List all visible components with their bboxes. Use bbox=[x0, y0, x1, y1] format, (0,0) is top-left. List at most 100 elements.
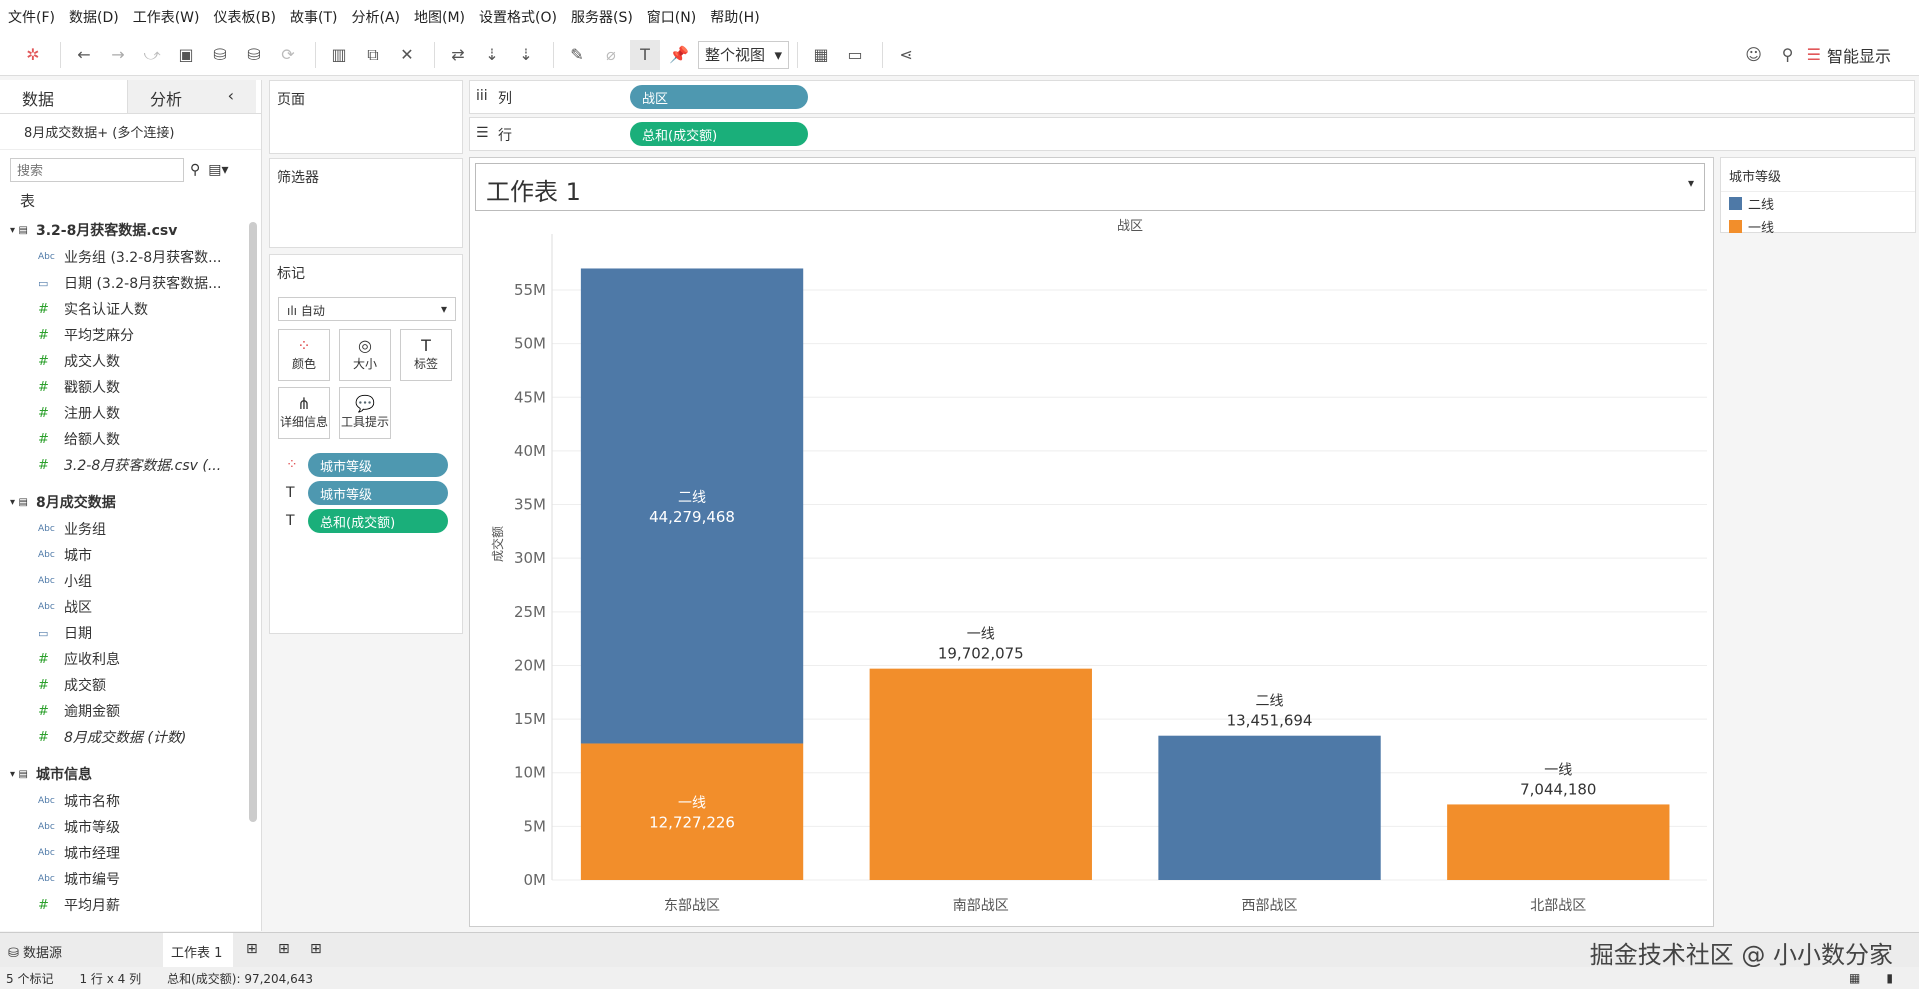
tableau-logo-icon[interactable]: ✲ bbox=[26, 45, 40, 64]
size-button[interactable]: ◎ 大小 bbox=[339, 329, 391, 381]
highlight-icon[interactable]: ✎ bbox=[570, 45, 584, 64]
bar-tier1[interactable] bbox=[580, 743, 804, 880]
detail-button[interactable]: ⋔ 详细信息 bbox=[278, 387, 330, 439]
field-item[interactable]: # 平均月薪 bbox=[0, 892, 261, 918]
menu-item[interactable]: 帮助(H) bbox=[710, 10, 760, 26]
field-item[interactable]: # 注册人数 bbox=[0, 400, 261, 426]
refresh-icon[interactable]: ⟳ bbox=[281, 45, 295, 64]
new-sheet-icon[interactable]: ⊞ bbox=[246, 941, 258, 957]
field-item[interactable]: ▭ 日期 bbox=[0, 620, 261, 646]
search-input[interactable] bbox=[10, 158, 184, 182]
pin-icon[interactable]: 📌 bbox=[669, 45, 689, 64]
field-item[interactable]: Abc 城市编号 bbox=[0, 866, 261, 892]
explain-icon[interactable]: ⚲ bbox=[1781, 45, 1794, 64]
tooltip-button[interactable]: 💬 工具提示 bbox=[339, 387, 391, 439]
smart-show-button[interactable]: ☰ 智能显示 bbox=[1807, 43, 1891, 67]
duplicate-sheet-icon[interactable]: ⧉ bbox=[367, 44, 379, 64]
field-item[interactable]: ▭ 日期 (3.2-8月获客数据... bbox=[0, 270, 261, 296]
filmstrip-icon[interactable]: ▮ bbox=[1886, 971, 1893, 985]
field-item[interactable]: # 应收利息 bbox=[0, 646, 261, 672]
expand-icon[interactable]: ▾ ▤ bbox=[10, 768, 28, 780]
new-dashboard-icon[interactable]: ⊞ bbox=[278, 941, 290, 957]
field-item[interactable]: # 给额人数 bbox=[0, 426, 261, 452]
bar-tier2[interactable] bbox=[580, 268, 804, 744]
field-item[interactable]: # 平均芝麻分 bbox=[0, 322, 261, 348]
scrollbar[interactable] bbox=[249, 222, 257, 822]
mark-type-select[interactable]: ılı 自动 ▾ bbox=[278, 297, 456, 321]
bar-tier1[interactable] bbox=[1447, 804, 1670, 880]
datasource-tab[interactable]: ⛁ 数据源 bbox=[8, 946, 63, 961]
menu-item[interactable]: 分析(A) bbox=[351, 10, 401, 26]
view-mode-select[interactable]: 整个视图 ▾ bbox=[698, 40, 790, 69]
show-labels-icon[interactable]: T bbox=[630, 39, 660, 70]
presentation-icon[interactable]: ▭ bbox=[847, 45, 863, 64]
field-item[interactable]: #3.2-8月获客数据.csv (... bbox=[0, 452, 261, 478]
field-item[interactable]: # 戳额人数 bbox=[0, 374, 261, 400]
ask-data-icon[interactable]: ☺ bbox=[1745, 45, 1762, 64]
pause-datasource-icon[interactable]: ⛁ bbox=[247, 45, 261, 64]
connection[interactable]: 8月成交数据+ (多个连接) bbox=[0, 114, 261, 150]
columns-shelf[interactable]: iii 列 战区 bbox=[469, 80, 1915, 114]
field-item[interactable]: Abc 城市 bbox=[0, 542, 261, 568]
sort-desc-icon[interactable]: ⇣ bbox=[519, 45, 533, 64]
field-item[interactable]: Abc 城市名称 bbox=[0, 788, 261, 814]
menu-item[interactable]: 服务器(S) bbox=[570, 10, 633, 26]
field-item[interactable]: Abc 城市等级 bbox=[0, 814, 261, 840]
menu-item[interactable]: 地图(M) bbox=[414, 10, 466, 26]
new-sheet-icon[interactable]: ▥ bbox=[331, 45, 347, 64]
color-button[interactable]: ⁘ 颜色 bbox=[278, 329, 330, 381]
field-item[interactable]: # 成交额 bbox=[0, 672, 261, 698]
mark-pill-label-measure[interactable]: 总和(成交额) bbox=[308, 509, 448, 533]
menu-item[interactable]: 设置格式(O) bbox=[479, 10, 557, 26]
swap-icon[interactable]: ⇄ bbox=[451, 45, 465, 64]
forward-icon[interactable]: → bbox=[111, 45, 125, 64]
menu-item[interactable]: 文件(F) bbox=[8, 10, 55, 26]
new-datasource-icon[interactable]: ⛁ bbox=[213, 45, 227, 64]
new-story-icon[interactable]: ⊞ bbox=[310, 941, 322, 957]
bar-tier1[interactable] bbox=[869, 668, 1092, 880]
label-button[interactable]: T 标签 bbox=[400, 329, 452, 381]
show-cards-icon[interactable]: ▦ bbox=[813, 45, 829, 64]
mark-pill-color[interactable]: 城市等级 bbox=[308, 453, 448, 477]
back-icon[interactable]: ← bbox=[77, 45, 91, 64]
pages-card[interactable]: 页面 bbox=[269, 80, 463, 154]
rows-shelf[interactable]: ☰ 行 总和(成交额) bbox=[469, 117, 1915, 151]
expand-icon[interactable]: ▾ ▤ bbox=[10, 496, 28, 508]
field-item[interactable]: # 实名认证人数 bbox=[0, 296, 261, 322]
view-options-icon[interactable]: ▤▾ bbox=[208, 162, 229, 178]
mark-pill-label[interactable]: 城市等级 bbox=[308, 481, 448, 505]
field-item[interactable]: # 逾期金额 bbox=[0, 698, 261, 724]
bar-tier2[interactable] bbox=[1158, 735, 1381, 880]
tab-data[interactable]: 数据 bbox=[0, 80, 128, 113]
group-icon[interactable]: ⌀ bbox=[606, 45, 616, 64]
sheet-sorter-icon[interactable]: ▦ bbox=[1849, 971, 1861, 985]
table-group[interactable]: ▾ ▤ 3.2-8月获客数据.csv bbox=[0, 216, 261, 244]
filters-card[interactable]: 筛选器 bbox=[269, 158, 463, 248]
filter-icon[interactable]: ⚲ bbox=[190, 162, 201, 178]
table-group[interactable]: ▾ ▤ 8月成交数据 bbox=[0, 488, 261, 516]
field-item[interactable]: # 成交人数 bbox=[0, 348, 261, 374]
field-item[interactable]: Abc 业务组 bbox=[0, 516, 261, 542]
field-item[interactable]: Abc 业务组 (3.2-8月获客数... bbox=[0, 244, 261, 270]
tab-analysis[interactable]: 分析 ‹ bbox=[128, 80, 256, 113]
redo-icon[interactable]: ⤻ bbox=[143, 44, 161, 64]
field-item[interactable]: Abc 城市经理 bbox=[0, 840, 261, 866]
field-item[interactable]: Abc 战区 bbox=[0, 594, 261, 620]
columns-pill[interactable]: 战区 bbox=[630, 85, 808, 109]
table-group[interactable]: ▾ ▤ 城市信息 bbox=[0, 760, 261, 788]
menu-item[interactable]: 窗口(N) bbox=[646, 10, 697, 26]
rows-pill[interactable]: 总和(成交额) bbox=[630, 122, 808, 146]
field-item[interactable]: Abc 小组 bbox=[0, 568, 261, 594]
legend-item[interactable]: 二线 bbox=[1721, 192, 1915, 215]
menu-item[interactable]: 仪表板(B) bbox=[213, 10, 277, 26]
expand-icon[interactable]: ▾ ▤ bbox=[10, 224, 28, 236]
worksheet-title[interactable]: 工作表 1 ▾ bbox=[475, 163, 1705, 211]
menu-item[interactable]: 工作表(W) bbox=[132, 10, 200, 26]
menu-item[interactable]: 故事(T) bbox=[290, 10, 338, 26]
clear-sheet-icon[interactable]: ✕ bbox=[400, 45, 414, 64]
sort-asc-icon[interactable]: ⇣ bbox=[485, 45, 499, 64]
collapse-icon[interactable]: ‹ bbox=[227, 86, 234, 105]
legend-item[interactable]: 一线 bbox=[1721, 215, 1915, 238]
sheet-tab[interactable]: 工作表 1 bbox=[163, 933, 233, 968]
menu-item[interactable]: 数据(D) bbox=[68, 10, 119, 26]
